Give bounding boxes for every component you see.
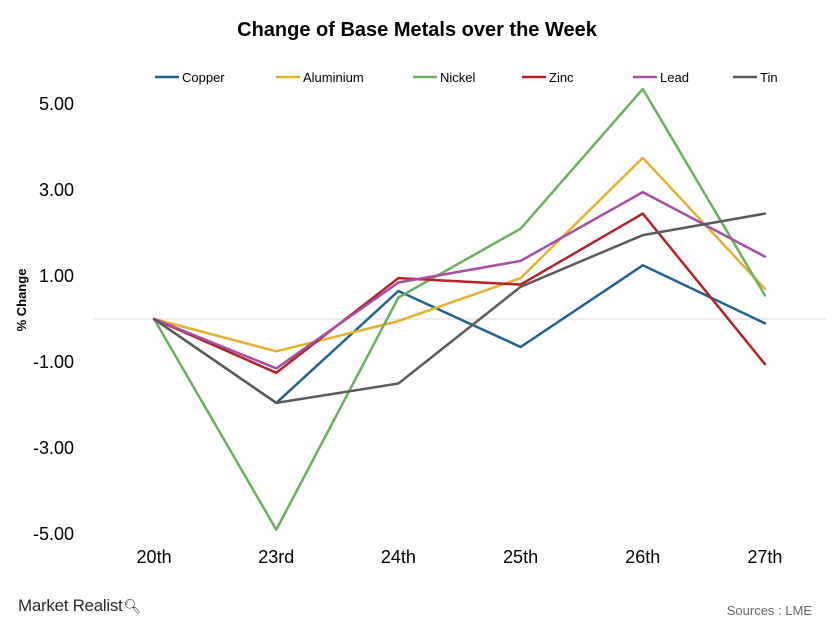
x-tick-label: 25th (503, 547, 538, 567)
source-note: Sources : LME (726, 603, 812, 618)
x-tick-label: 26th (625, 547, 660, 567)
y-tick-label: -1.00 (33, 352, 74, 372)
brand-name: Market Realist (18, 596, 123, 615)
line-chart: Change of Base Metals over the Week % Ch… (14, 19, 826, 567)
brand-logo: Market Realist🔍︎ (18, 596, 141, 616)
series-line-tin (152, 212, 767, 405)
series-line-zinc (152, 212, 767, 375)
x-tick-label: 23rd (258, 547, 294, 567)
legend-label-nickel: Nickel (440, 70, 476, 85)
x-tick-label: 24th (381, 547, 416, 567)
series-line-lead (152, 190, 767, 370)
legend-label-aluminium: Aluminium (303, 70, 364, 85)
y-axis-label: % Change (14, 269, 29, 332)
x-tick-label: 20th (137, 547, 172, 567)
legend-label-copper: Copper (182, 70, 225, 85)
legend-label-tin: Tin (760, 70, 778, 85)
series-line-nickel (152, 87, 767, 531)
series-line-aluminium (152, 156, 767, 353)
y-tick-label: 1.00 (39, 266, 74, 286)
x-tick-label: 27th (747, 547, 782, 567)
y-tick-label: 5.00 (39, 94, 74, 114)
legend: Copper Aluminium Nickel Zinc Lead Tin (155, 70, 778, 85)
y-tick-label: 3.00 (39, 180, 74, 200)
chart-title: Change of Base Metals over the Week (237, 19, 598, 41)
legend-label-lead: Lead (660, 70, 689, 85)
magnifier-icon: 🔍︎ (123, 598, 141, 614)
y-tick-label: -5.00 (33, 524, 74, 544)
x-tick-labels: 20th 23rd 24th 25th 26th 27th (137, 547, 783, 567)
y-tick-labels: 5.00 3.00 1.00 -1.00 -3.00 -5.00 (33, 94, 74, 544)
series-lines (152, 87, 767, 531)
legend-label-zinc: Zinc (549, 70, 574, 85)
y-tick-label: -3.00 (33, 438, 74, 458)
